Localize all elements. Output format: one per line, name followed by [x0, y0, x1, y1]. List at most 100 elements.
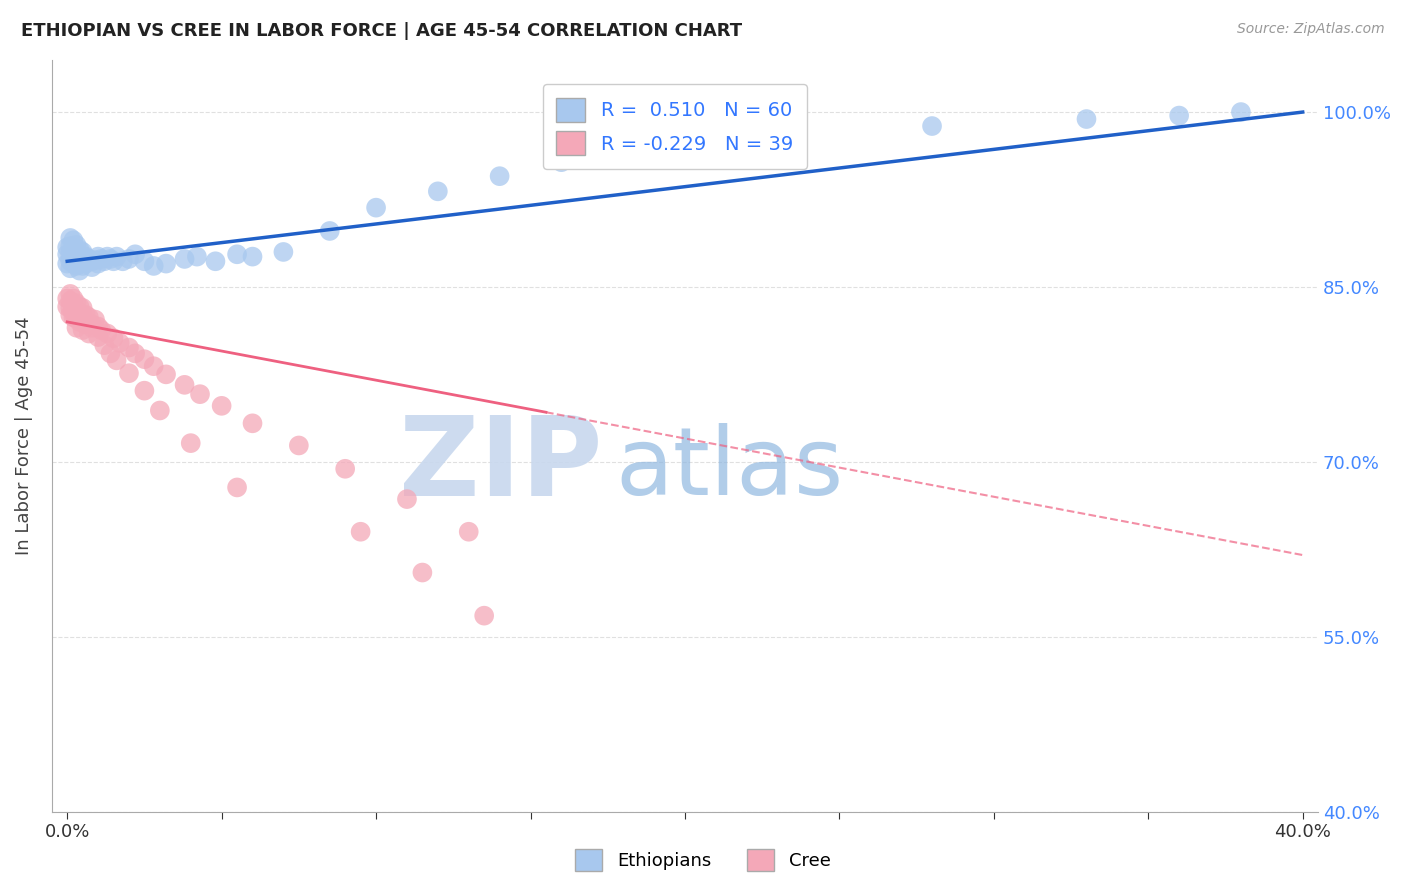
Point: [105, 353, 128, 368]
Point: [87, 319, 110, 334]
Point: [72, 244, 94, 259]
Point: [59, 254, 82, 268]
Point: [75, 250, 97, 264]
Point: [124, 346, 146, 360]
Point: [105, 250, 128, 264]
Point: [65, 244, 87, 259]
Text: atlas: atlas: [616, 424, 844, 516]
Point: [72, 301, 94, 315]
Point: [65, 238, 87, 252]
Point: [426, 184, 449, 198]
Point: [180, 436, 202, 450]
Point: [134, 352, 156, 367]
Point: [118, 252, 141, 266]
Point: [80, 317, 103, 331]
Point: [80, 260, 103, 274]
Point: [1168, 109, 1191, 123]
Point: [87, 250, 110, 264]
Text: ETHIOPIAN VS CREE IN LABOR FORCE | AGE 45-54 CORRELATION CHART: ETHIOPIAN VS CREE IN LABOR FORCE | AGE 4…: [21, 22, 742, 40]
Point: [273, 244, 295, 259]
Point: [56, 257, 79, 271]
Point: [124, 247, 146, 261]
Point: [1076, 112, 1098, 126]
Point: [108, 335, 131, 350]
Point: [173, 377, 195, 392]
Point: [226, 247, 249, 261]
Point: [69, 257, 91, 271]
Point: [65, 251, 87, 265]
Point: [65, 259, 87, 273]
Point: [100, 252, 122, 266]
Point: [75, 317, 97, 331]
Point: [59, 293, 82, 308]
Point: [550, 155, 572, 169]
Point: [472, 608, 495, 623]
Point: [188, 387, 211, 401]
Point: [395, 492, 418, 507]
Point: [59, 261, 82, 276]
Point: [1230, 105, 1253, 120]
Point: [62, 299, 84, 313]
Point: [77, 326, 100, 341]
Legend: Ethiopians, Cree: Ethiopians, Cree: [568, 842, 838, 879]
Point: [62, 233, 84, 247]
Point: [96, 250, 118, 264]
Point: [77, 252, 100, 266]
Point: [118, 341, 141, 355]
Point: [62, 292, 84, 306]
Point: [173, 252, 195, 266]
Text: ZIP: ZIP: [399, 412, 603, 519]
Point: [80, 254, 103, 268]
Point: [62, 242, 84, 256]
Point: [204, 254, 226, 268]
Point: [87, 257, 110, 271]
Point: [142, 359, 165, 374]
Point: [62, 305, 84, 319]
Point: [62, 248, 84, 262]
Point: [118, 366, 141, 380]
Point: [59, 247, 82, 261]
Point: [56, 300, 79, 314]
Point: [80, 320, 103, 334]
Point: [69, 243, 91, 257]
Point: [411, 566, 433, 580]
Point: [242, 417, 264, 431]
Point: [75, 308, 97, 322]
Point: [921, 119, 943, 133]
Point: [111, 254, 134, 268]
Point: [65, 296, 87, 310]
Point: [59, 308, 82, 322]
Point: [69, 315, 91, 329]
Point: [149, 403, 172, 417]
Point: [93, 338, 115, 352]
Point: [211, 399, 233, 413]
Point: [59, 287, 82, 301]
Point: [72, 252, 94, 266]
Point: [84, 253, 107, 268]
Point: [69, 307, 91, 321]
Point: [65, 320, 87, 334]
Text: Source: ZipAtlas.com: Source: ZipAtlas.com: [1237, 22, 1385, 37]
Point: [75, 315, 97, 329]
Point: [62, 257, 84, 271]
Point: [72, 259, 94, 273]
Point: [69, 250, 91, 264]
Point: [72, 308, 94, 322]
Point: [56, 240, 79, 254]
Point: [766, 130, 789, 145]
Point: [288, 438, 311, 452]
Point: [65, 303, 87, 318]
Point: [96, 326, 118, 341]
Point: [155, 257, 177, 271]
Point: [90, 323, 112, 337]
Point: [90, 252, 112, 266]
Point: [59, 239, 82, 253]
Point: [72, 323, 94, 337]
Point: [488, 169, 510, 184]
Point: [100, 346, 122, 360]
Point: [69, 300, 91, 314]
Point: [103, 254, 125, 268]
Point: [65, 311, 87, 326]
Point: [186, 250, 208, 264]
Point: [155, 368, 177, 382]
